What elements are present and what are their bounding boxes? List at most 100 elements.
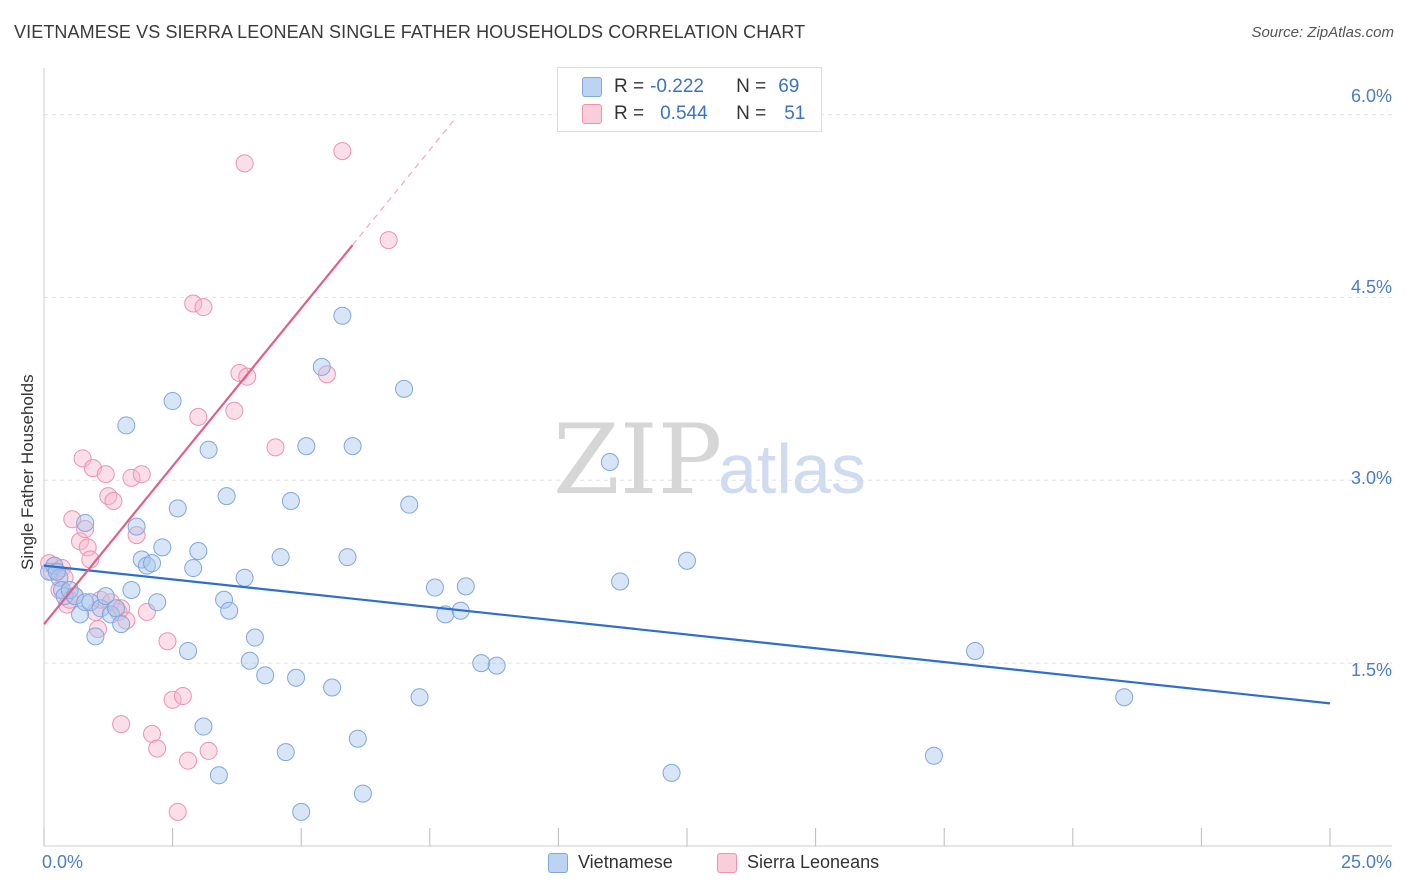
vietnamese-point <box>235 568 254 587</box>
vietnamese-point <box>189 541 208 560</box>
sierra-leonean-trend-line <box>43 244 354 625</box>
vietnamese-point <box>71 605 90 624</box>
vietnamese-point <box>96 587 115 606</box>
sierra-leonean-point <box>194 298 213 317</box>
vietnamese-point <box>400 495 419 514</box>
sierra-leonean-point <box>379 231 398 250</box>
sierra-leonean-point <box>112 599 131 618</box>
vietnamese-point <box>395 379 414 398</box>
correlation-legend: R = -0.222 N = 69 R = 0.544 N = 51 <box>557 67 822 132</box>
pink-swatch <box>717 852 737 873</box>
vietnamese-point <box>194 717 213 736</box>
vietnamese-point <box>287 668 306 687</box>
n-value: 51 <box>784 103 806 124</box>
sierra-leonean-point <box>184 294 203 313</box>
vietnamese-point <box>256 666 275 685</box>
vietnamese-point <box>168 499 187 518</box>
vietnamese-point <box>292 802 311 821</box>
vietnamese-point <box>143 554 162 573</box>
watermark: ZIP atlas <box>553 404 866 516</box>
vietnamese-point <box>1115 688 1134 707</box>
r-label: R = <box>614 76 645 97</box>
vietnamese-point <box>91 599 110 618</box>
vietnamese-point <box>662 763 681 782</box>
sierra-leonean-point <box>225 401 244 420</box>
vietnamese-point <box>55 587 74 606</box>
vietnamese-point <box>215 590 234 609</box>
axes <box>43 68 1392 847</box>
vietnamese-point <box>600 453 619 471</box>
vietnamese-point <box>271 548 290 567</box>
blue-swatch <box>582 77 602 97</box>
vietnamese-point <box>132 550 151 569</box>
sierra-leonean-point <box>89 620 108 639</box>
legend-row-vietnamese: R = -0.222 N = 69 <box>582 74 799 100</box>
watermark-atlas: atlas <box>718 430 866 508</box>
watermark-zip: ZIP <box>553 404 722 516</box>
sierra-leoneans-points <box>40 142 398 821</box>
sierra-leonean-trend-extension <box>352 117 456 246</box>
source-label: Source: ZipAtlas.com <box>1251 24 1394 41</box>
chart-title: VIETNAMESE VS SIERRA LEONEAN SINGLE FATH… <box>14 22 806 42</box>
vietnamese-point <box>122 581 141 599</box>
vietnamese-trend-line <box>43 564 1331 705</box>
vietnamese-point <box>966 641 985 660</box>
vietnamese-point <box>348 729 367 748</box>
sierra-leonean-point <box>189 407 208 426</box>
vietnamese-point <box>410 688 429 707</box>
vietnamese-point <box>81 593 100 612</box>
sierra-leonean-point <box>173 687 192 706</box>
grid-lines <box>44 114 1392 664</box>
n-label: N = <box>736 76 767 97</box>
sierra-leonean-point <box>76 520 95 539</box>
vietnamese-point <box>112 615 131 634</box>
vietnamese-point <box>678 551 696 570</box>
vietnamese-point <box>425 578 444 597</box>
vietnamese-point <box>276 743 295 762</box>
y-tick-4-5: 4.5% <box>1350 277 1392 297</box>
vietnamese-point <box>924 746 943 765</box>
vietnamese-point <box>343 437 362 456</box>
sierra-leonean-point <box>148 739 167 758</box>
vietnamese-point <box>338 548 357 567</box>
vietnamese-point <box>333 306 352 325</box>
vietnamese-point <box>472 654 491 673</box>
y-tick-6: 6.0% <box>1350 86 1392 106</box>
y-tick-1-5: 1.5% <box>1350 660 1392 680</box>
vietnamese-point <box>323 678 342 697</box>
sierra-leonean-point <box>199 741 218 760</box>
vietnamese-point <box>76 513 95 532</box>
r-value: -0.222 <box>650 76 704 97</box>
y-tick-3: 3.0% <box>1350 468 1392 488</box>
sierra-leonean-point <box>117 611 136 630</box>
legend-row-sierra-leoneans: R = 0.544 N = 51 <box>582 101 805 127</box>
sierra-leonean-point <box>101 593 120 612</box>
vietnamese-point <box>456 577 475 596</box>
sierra-leonean-point <box>99 487 118 506</box>
vietnamese-point <box>179 641 198 660</box>
vietnamese-point <box>163 392 182 411</box>
pink-swatch <box>582 104 602 124</box>
vietnamese-point <box>281 492 300 511</box>
vietnamese-point <box>245 628 264 647</box>
sierra-leonean-point <box>104 492 123 511</box>
vietnamese-point <box>611 572 630 591</box>
sierra-leonean-point <box>143 724 162 743</box>
vietnamese-point <box>137 556 156 575</box>
vietnamese-point <box>148 593 167 612</box>
x-tick-max: 25.0% <box>1340 852 1392 872</box>
r-value: 0.544 <box>660 103 708 124</box>
vietnamese-point <box>76 593 95 612</box>
sierra-leonean-point <box>266 438 285 457</box>
vietnamese-point <box>86 627 105 646</box>
legend-item-vietnamese: Vietnamese <box>548 852 673 873</box>
sierra-leonean-point <box>112 715 131 734</box>
sierra-leonean-point <box>132 465 151 484</box>
legend-label: Sierra Leoneans <box>747 852 880 872</box>
sierra-leonean-point <box>168 802 187 821</box>
sierra-leonean-point <box>96 465 115 484</box>
vietnamese-point <box>184 559 203 578</box>
sierra-leonean-point <box>333 142 352 161</box>
sierra-leonean-point <box>235 154 254 173</box>
